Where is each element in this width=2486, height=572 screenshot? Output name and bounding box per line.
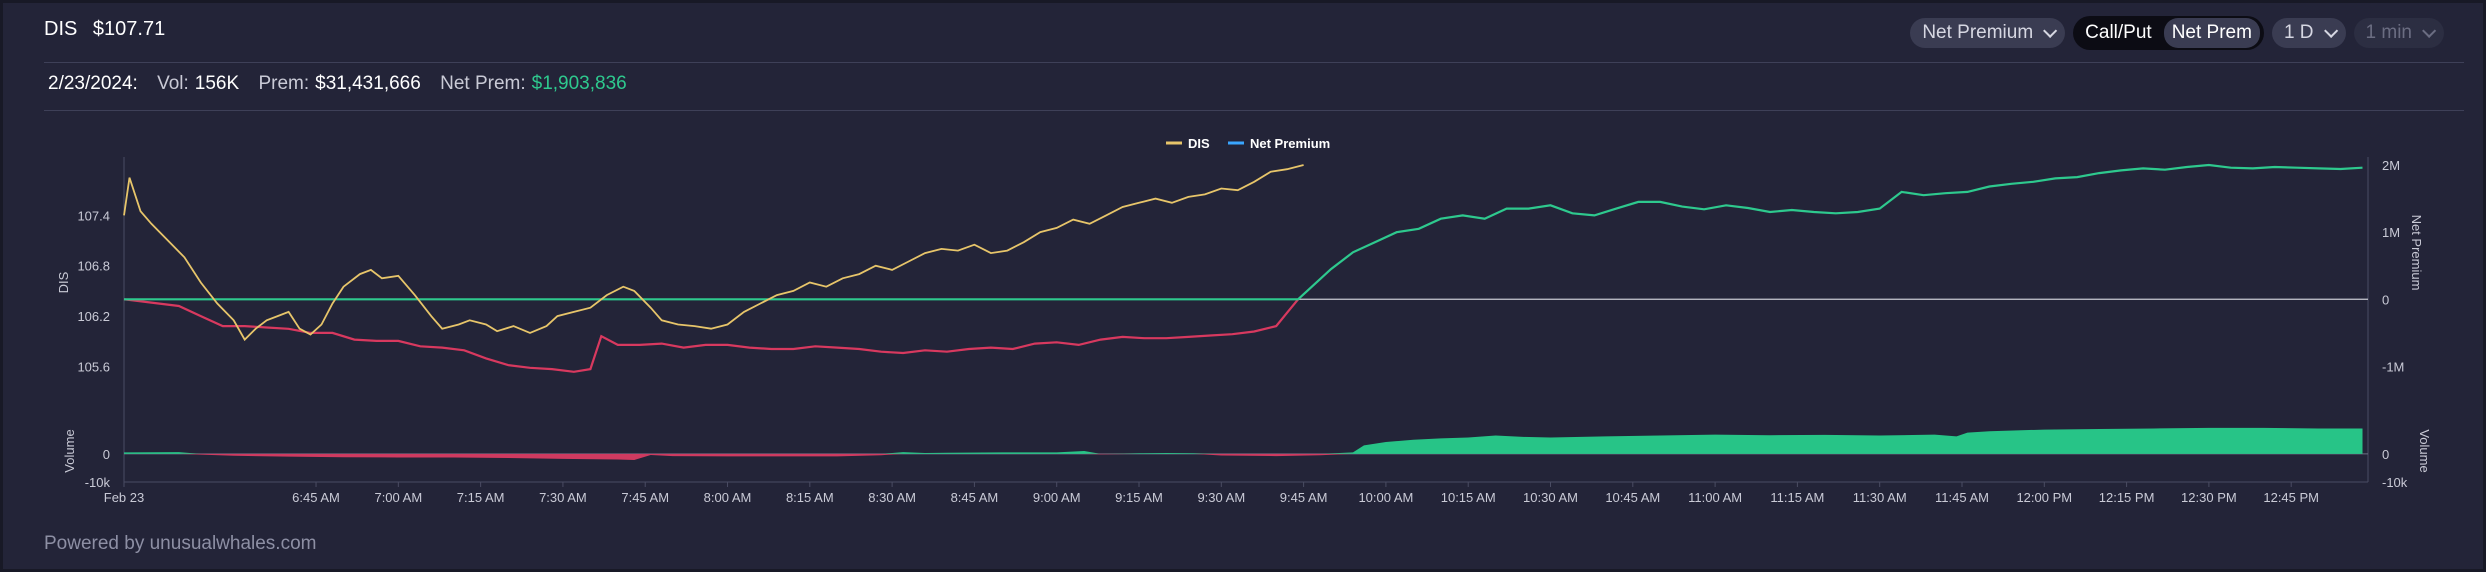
metric-dropdown[interactable]: Net Premium <box>1910 18 2066 48</box>
interval-dropdown[interactable]: 1 min <box>2353 18 2444 48</box>
view-toggle: Call/Put Net Prem <box>2073 16 2264 50</box>
toggle-net-prem[interactable]: Net Prem <box>2163 18 2260 48</box>
stats-date: 2/23/2024: <box>48 73 138 94</box>
metric-dropdown-label: Net Premium <box>1922 22 2034 43</box>
chart-controls: Net Premium Call/Put Net Prem 1 D 1 min <box>1910 16 2444 50</box>
divider <box>44 62 2464 63</box>
range-dropdown[interactable]: 1 D <box>2271 18 2346 48</box>
toggle-call-put[interactable]: Call/Put <box>2085 22 2152 43</box>
chevron-down-icon <box>2323 23 2338 38</box>
ticker-price: $107.71 <box>92 18 166 40</box>
chevron-down-icon <box>2043 23 2058 38</box>
vol-value: 156K <box>194 73 240 94</box>
prem-label: Prem: <box>258 73 310 94</box>
ticker-heading: DIS $107.71 <box>44 18 175 41</box>
net-prem-value: $1,903,836 <box>531 73 627 94</box>
divider <box>44 110 2464 111</box>
stats-bar: 2/23/2024: Vol: 156K Prem: $31,431,666 Net… <box>48 73 627 95</box>
vol-label: Vol: <box>157 73 189 94</box>
prem-value: $31,431,666 <box>315 73 421 94</box>
chevron-down-icon <box>2422 23 2437 38</box>
ticker-symbol: DIS <box>44 18 78 40</box>
header: DIS $107.71 Net Premium Call/Put Net Pre… <box>44 0 2444 60</box>
net-prem-label: Net Prem: <box>440 73 526 94</box>
range-dropdown-label: 1 D <box>2283 22 2314 43</box>
footer-credit: Powered by unusualwhales.com <box>44 533 317 554</box>
interval-dropdown-label: 1 min <box>2365 22 2412 43</box>
